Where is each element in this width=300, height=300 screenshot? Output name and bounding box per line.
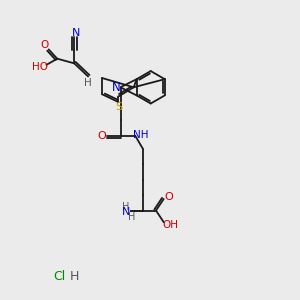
Text: S: S (115, 102, 122, 112)
Text: H: H (128, 212, 136, 222)
Text: N: N (71, 28, 80, 38)
Text: O: O (97, 130, 106, 141)
Text: N: N (112, 81, 120, 94)
Text: O: O (40, 40, 48, 50)
Text: N: N (122, 207, 130, 217)
Text: H: H (122, 202, 130, 212)
Text: OH: OH (162, 220, 178, 230)
Text: H: H (84, 78, 92, 88)
Text: NH: NH (133, 130, 148, 140)
Text: Cl: Cl (53, 270, 65, 283)
Text: O: O (165, 192, 173, 202)
Text: H: H (70, 270, 79, 283)
Text: HO: HO (32, 62, 48, 72)
